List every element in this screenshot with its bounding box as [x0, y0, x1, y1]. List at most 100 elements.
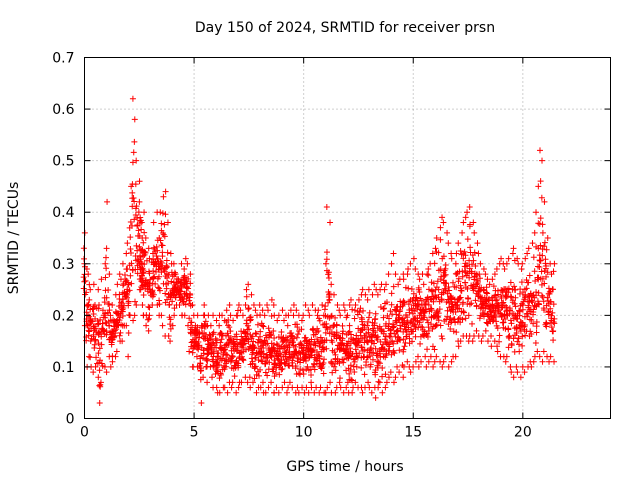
data-point	[421, 314, 428, 321]
data-point	[528, 363, 535, 370]
data-point	[325, 299, 332, 306]
data-point	[465, 295, 472, 302]
data-point	[193, 334, 200, 341]
data-point	[424, 346, 431, 353]
data-point	[253, 389, 260, 396]
data-point	[331, 363, 338, 370]
data-point	[266, 359, 273, 366]
data-point	[281, 379, 288, 386]
data-point	[230, 317, 237, 324]
data-point	[298, 341, 305, 348]
data-point	[244, 322, 251, 329]
data-point	[326, 290, 333, 297]
data-point	[169, 322, 176, 329]
data-point	[269, 366, 276, 373]
data-point	[167, 325, 174, 332]
data-point	[505, 326, 512, 333]
data-point	[270, 344, 277, 351]
data-point	[140, 239, 147, 246]
data-point	[383, 379, 390, 386]
data-point	[159, 253, 166, 260]
data-point	[161, 233, 168, 240]
data-point	[405, 285, 412, 292]
data-point	[435, 310, 442, 317]
data-point	[332, 314, 339, 321]
data-point	[347, 296, 354, 303]
data-point	[346, 322, 353, 329]
data-point	[483, 319, 490, 326]
data-point	[512, 286, 519, 293]
data-point	[244, 330, 251, 337]
data-point	[141, 261, 148, 268]
data-point	[298, 317, 305, 324]
data-point	[267, 352, 274, 359]
data-point	[323, 204, 330, 211]
data-point	[457, 247, 464, 254]
data-point	[314, 338, 321, 345]
data-point	[407, 260, 414, 267]
data-point	[537, 178, 544, 185]
data-point	[392, 317, 399, 324]
data-point	[316, 317, 323, 324]
data-point	[502, 358, 509, 365]
data-point	[538, 194, 545, 201]
data-point	[138, 226, 145, 233]
data-point	[333, 322, 340, 329]
data-point	[271, 373, 278, 380]
data-point	[351, 369, 358, 376]
data-point	[207, 363, 214, 370]
data-point	[87, 354, 94, 361]
y-tick-label: 0.3	[52, 257, 74, 273]
x-tick-label: 15	[404, 425, 422, 441]
data-point	[359, 286, 366, 293]
data-point	[300, 370, 307, 377]
data-point	[265, 307, 272, 314]
data-point	[178, 284, 185, 291]
data-point	[227, 312, 234, 319]
data-point	[522, 255, 529, 262]
data-point	[388, 301, 395, 308]
data-point	[391, 350, 398, 357]
data-point	[404, 358, 411, 365]
data-point	[361, 346, 368, 353]
data-point	[406, 331, 413, 338]
data-point	[225, 322, 232, 329]
data-point	[274, 317, 281, 324]
data-point	[216, 361, 223, 368]
data-point	[104, 198, 111, 205]
data-point	[131, 298, 138, 305]
data-point	[340, 359, 347, 366]
data-point	[358, 364, 365, 371]
data-point	[201, 302, 208, 309]
data-point	[124, 240, 131, 247]
data-point	[430, 363, 437, 370]
data-point	[231, 373, 238, 380]
data-point	[188, 319, 195, 326]
data-point	[375, 378, 382, 385]
data-point	[516, 308, 523, 315]
data-point	[213, 317, 220, 324]
data-point	[535, 300, 542, 307]
data-point	[430, 280, 437, 287]
data-point	[102, 274, 109, 281]
data-point	[127, 272, 134, 279]
data-point	[129, 189, 136, 196]
data-point	[518, 265, 525, 272]
data-point	[388, 260, 395, 267]
data-point	[136, 178, 143, 185]
data-point	[195, 338, 202, 345]
data-point	[346, 328, 353, 335]
data-point	[409, 338, 416, 345]
data-point	[285, 312, 292, 319]
data-point	[380, 305, 387, 312]
data-point	[383, 281, 390, 288]
data-point	[111, 327, 118, 334]
data-point	[322, 329, 329, 336]
data-point	[445, 240, 452, 247]
data-point	[194, 312, 201, 319]
data-point	[129, 159, 136, 166]
data-point	[237, 307, 244, 314]
data-point	[308, 371, 315, 378]
data-point	[466, 223, 473, 230]
data-point	[146, 312, 153, 319]
